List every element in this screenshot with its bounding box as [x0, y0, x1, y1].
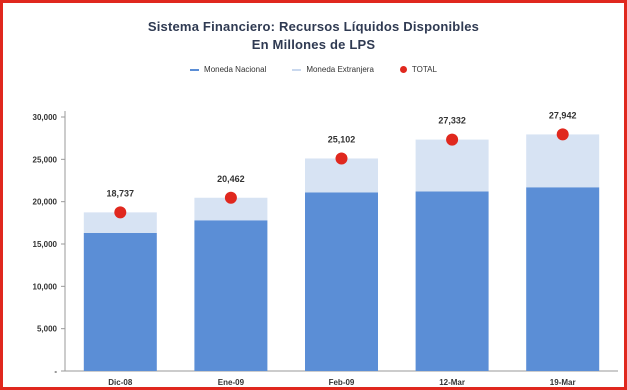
chart-title: Sistema Financiero: Recursos Líquidos Di… [147, 19, 480, 34]
bar-moneda-extranjera [526, 134, 600, 188]
total-data-label: 25,102 [328, 134, 356, 144]
legend-item-total: TOTAL [399, 65, 437, 74]
total-data-label: 20,462 [217, 174, 245, 184]
legend-swatch-moneda-extranjera [292, 68, 302, 71]
total-data-label: 27,332 [438, 116, 466, 126]
y-tick-label: 5,000 [37, 325, 58, 334]
bar-moneda-nacional [526, 187, 600, 371]
legend-swatch-moneda-nacional [190, 68, 200, 71]
total-point [446, 133, 459, 146]
bar-moneda-extranjera [194, 197, 268, 221]
chart-plot: - 5,000 10,000 15,000 20,000 25,000 30,000 18,7… [33, 110, 618, 387]
total-data-label: 18,737 [107, 188, 135, 198]
legend-swatch-total [399, 66, 407, 73]
bar-moneda-extranjera [83, 212, 157, 233]
legend-item-moneda-extranjera: Moneda Extranjera [292, 65, 374, 74]
x-tick-label: Feb-09 [329, 378, 355, 387]
x-tick-label: Dic-08 [108, 378, 133, 387]
legend-label-moneda-nacional: Moneda Nacional [204, 65, 267, 74]
y-tick-label: - [54, 367, 57, 376]
total-data-label: 27,942 [549, 110, 577, 120]
y-tick-label: 30,000 [33, 113, 58, 122]
chart-subtitle: En Millones de LPS [251, 37, 376, 52]
y-tick-label: 20,000 [33, 198, 58, 207]
total-point [556, 128, 569, 141]
y-tick-label: 10,000 [33, 282, 58, 291]
bar-moneda-nacional [415, 191, 489, 371]
x-tick-label: Ene-09 [218, 378, 245, 387]
y-tick-label: 15,000 [33, 240, 58, 249]
bar-moneda-extranjera [415, 139, 489, 192]
total-point [114, 206, 127, 219]
legend-item-moneda-nacional: Moneda Nacional [190, 65, 266, 74]
total-point [335, 152, 348, 165]
legend-label-total: TOTAL [411, 65, 437, 74]
x-tick-label: 12-Mar [439, 378, 465, 387]
bar-moneda-nacional [305, 192, 378, 371]
x-tick-label: 19-Mar [550, 378, 576, 387]
legend-label-moneda-extranjera: Moneda Extranjera [306, 65, 374, 74]
bar-moneda-nacional [83, 232, 157, 371]
total-point [224, 191, 237, 204]
y-tick-label: 25,000 [33, 155, 58, 164]
bar-moneda-nacional [194, 220, 268, 371]
chart-legend: Moneda Nacional Moneda Extranjera TOTAL [3, 65, 624, 74]
